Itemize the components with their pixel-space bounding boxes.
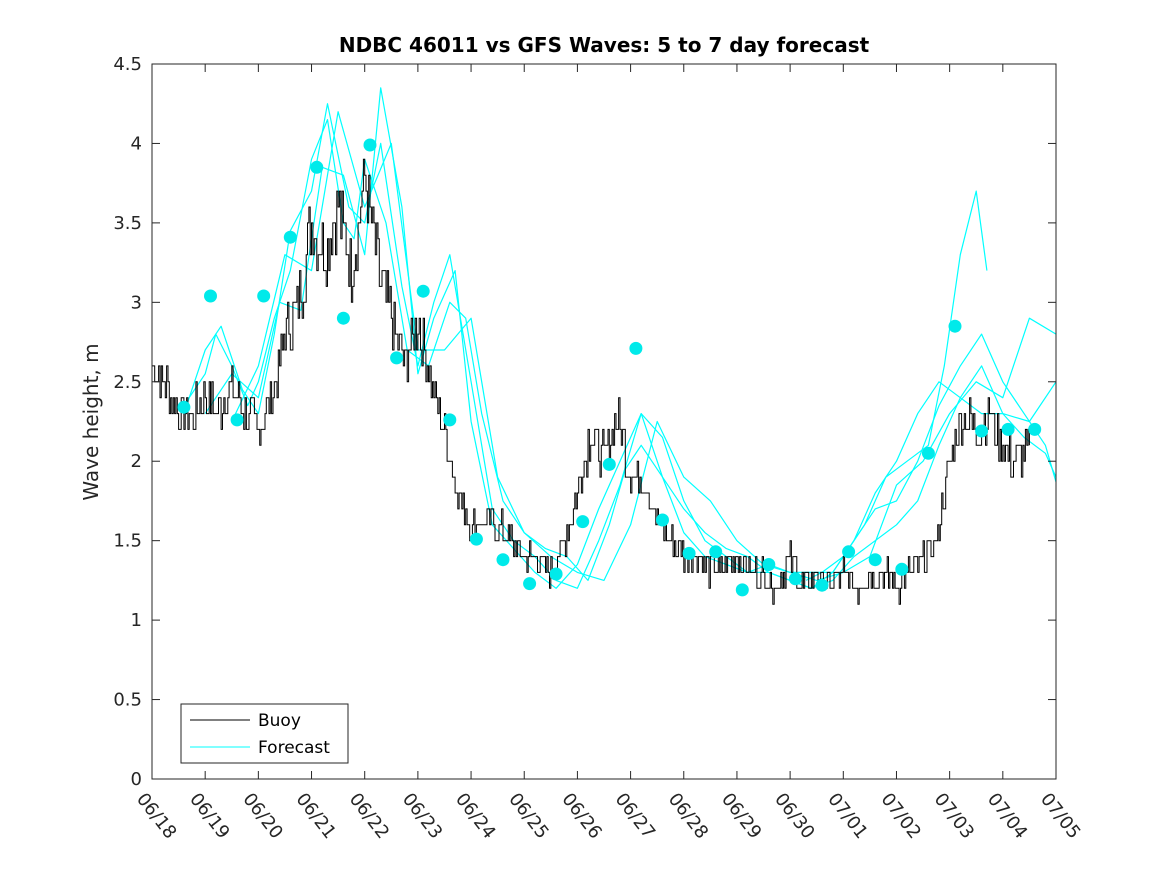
y-tick-label: 4 bbox=[131, 133, 142, 154]
forecast-marker bbox=[868, 553, 882, 567]
y-tick-label: 2.5 bbox=[113, 372, 142, 393]
y-tick-label: 4.5 bbox=[113, 54, 142, 75]
forecast-marker bbox=[735, 583, 749, 597]
y-tick-label: 0 bbox=[131, 769, 142, 790]
forecast-marker bbox=[815, 578, 829, 592]
forecast-marker bbox=[310, 160, 324, 174]
forecast-marker bbox=[975, 424, 989, 438]
y-tick-label: 1.5 bbox=[113, 531, 142, 552]
forecast-marker bbox=[390, 351, 404, 365]
forecast-run-line bbox=[183, 119, 1057, 589]
buoy-series-line bbox=[152, 158, 1030, 605]
legend: Buoy Forecast bbox=[180, 703, 349, 764]
forecast-marker bbox=[363, 138, 377, 152]
forecast-marker bbox=[469, 532, 483, 546]
forecast-marker bbox=[762, 558, 776, 571]
forecast-marker bbox=[496, 553, 510, 567]
forecast-marker bbox=[549, 567, 563, 581]
y-tick-label: 3 bbox=[131, 292, 142, 313]
forecast-marker bbox=[656, 513, 669, 527]
forecast-marker bbox=[1028, 422, 1042, 436]
forecast-marker bbox=[895, 562, 909, 576]
forecast-marker bbox=[416, 284, 430, 298]
forecast-marker bbox=[576, 515, 590, 529]
forecast-marker bbox=[204, 289, 217, 303]
forecast-marker bbox=[336, 311, 350, 325]
forecast-marker bbox=[230, 413, 244, 427]
forecast-marker bbox=[1001, 422, 1015, 436]
forecast-marker bbox=[177, 400, 191, 414]
y-tick-label: 1 bbox=[131, 610, 142, 631]
forecast-marker bbox=[682, 546, 696, 560]
forecast-marker bbox=[443, 413, 457, 427]
forecast-marker bbox=[948, 319, 962, 333]
y-axis-label: Wave height, m bbox=[79, 343, 103, 500]
y-tick-label: 0.5 bbox=[113, 690, 142, 711]
forecast-marker bbox=[283, 230, 297, 244]
axes-box bbox=[151, 63, 1057, 780]
forecast-marker bbox=[788, 572, 802, 586]
forecast-run-line bbox=[805, 190, 988, 581]
forecast-marker bbox=[523, 577, 537, 591]
plot-area bbox=[152, 87, 1057, 605]
forecast-marker bbox=[709, 545, 723, 559]
forecast-marker bbox=[629, 341, 643, 355]
forecast-marker bbox=[257, 289, 271, 303]
chart-title: NDBC 46011 vs GFS Waves: 5 to 7 day fore… bbox=[339, 33, 870, 57]
y-tick-label: 2 bbox=[131, 451, 142, 472]
legend-forecast-label: Forecast bbox=[258, 738, 330, 758]
legend-buoy-label: Buoy bbox=[258, 711, 301, 731]
y-tick-label: 3.5 bbox=[113, 213, 142, 234]
forecast-marker bbox=[921, 446, 935, 460]
forecast-marker bbox=[602, 457, 616, 471]
legend-box bbox=[180, 703, 349, 764]
forecast-marker bbox=[842, 545, 856, 559]
